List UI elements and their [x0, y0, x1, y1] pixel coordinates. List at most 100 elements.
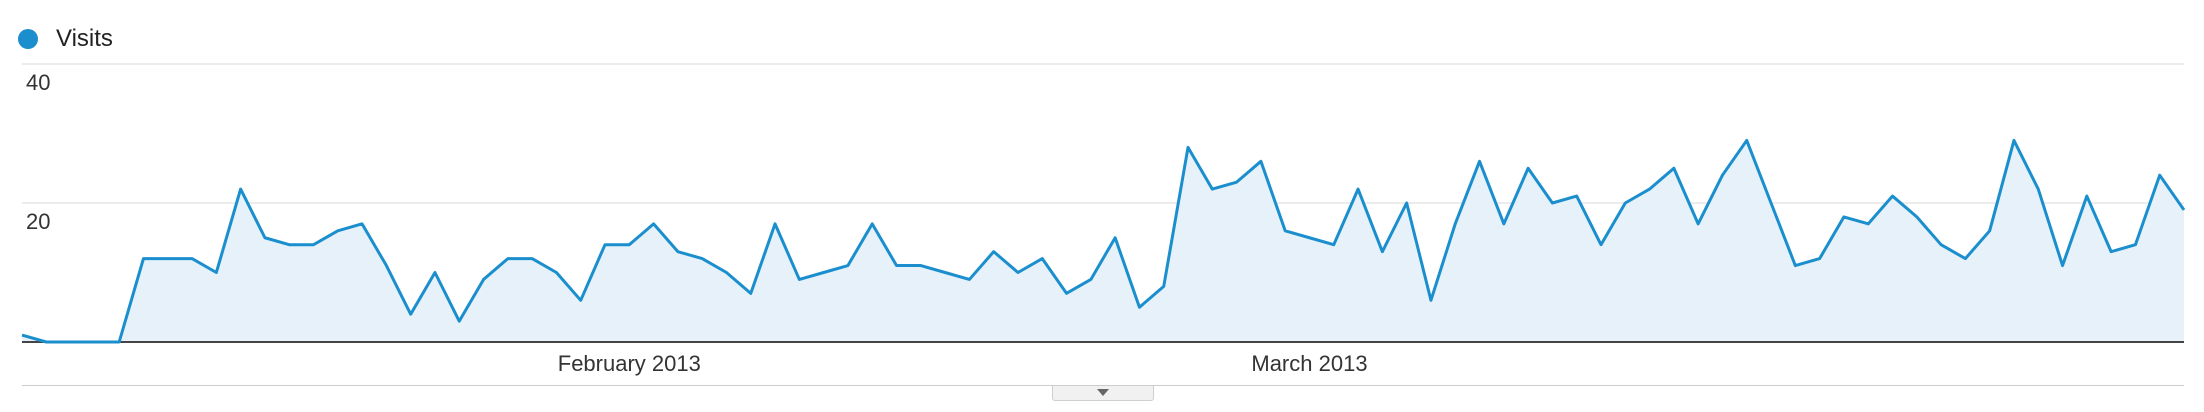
data-point[interactable]: 2013-03-26: 18 [1911, 211, 1923, 223]
data-point[interactable]: 2013-04-05: 24 [2154, 169, 2166, 181]
data-point[interactable]: 2013-03-27: 14 [1935, 239, 1947, 251]
data-point[interactable]: 2013-03-24: 17 [1862, 218, 1874, 230]
data-point[interactable]: 2013-02-03: 13 [672, 246, 684, 258]
data-point[interactable]: 2013-03-08: 26 [1474, 155, 1486, 167]
data-point[interactable]: 2013-03-02: 14 [1328, 239, 1340, 251]
data-point[interactable]: 2013-03-04: 13 [1376, 246, 1388, 258]
data-point[interactable]: 2013-01-18: 14 [283, 239, 295, 251]
data-point[interactable]: 2013-03-05: 20 [1401, 197, 1413, 209]
data-point[interactable]: 2013-02-15: 9 [963, 273, 975, 285]
data-point[interactable]: 2013-01-22: 11 [380, 260, 392, 272]
data-point[interactable]: 2013-02-22: 5 [1133, 301, 1145, 313]
data-point[interactable]: 2013-02-19: 7 [1061, 287, 1073, 299]
data-point[interactable]: 2013-03-06: 6 [1425, 294, 1437, 306]
data-point[interactable]: 2013-03-07: 17 [1449, 218, 1461, 230]
data-point[interactable]: 2013-02-20: 9 [1085, 273, 1097, 285]
data-point[interactable]: 2013-01-31: 14 [599, 239, 611, 251]
series-line-layer: 2013-01-07: 1 2013-01-08: 0 2013-01-09: 0 2… [16, 134, 2190, 348]
data-point[interactable]: 2013-03-28: 12 [1959, 253, 1971, 265]
data-point[interactable]: 2013-02-23: 8 [1158, 280, 1170, 292]
data-point[interactable]: 2013-03-09: 17 [1498, 218, 1510, 230]
data-point[interactable]: 2013-03-23: 18 [1838, 211, 1850, 223]
data-point[interactable]: 2013-04-02: 21 [2081, 190, 2093, 202]
data-point[interactable]: 2013-02-12: 11 [891, 260, 903, 272]
data-point[interactable]: 2013-03-18: 24 [1716, 169, 1728, 181]
data-point[interactable]: 2013-02-13: 11 [915, 260, 927, 272]
chart-bottom-rule [22, 385, 2184, 386]
data-point[interactable]: 2013-01-08: 0 [40, 336, 52, 348]
data-point[interactable]: 2013-01-25: 3 [453, 315, 465, 327]
data-point[interactable]: 2013-04-04: 14 [2129, 239, 2141, 251]
data-point[interactable]: 2013-02-17: 10 [1012, 267, 1024, 279]
y-tick-label-20: 20 [26, 209, 51, 234]
data-point[interactable]: 2013-03-13: 14 [1595, 239, 1607, 251]
data-point[interactable]: 2013-03-22: 12 [1814, 253, 1826, 265]
data-point[interactable]: 2013-02-24: 28 [1182, 141, 1194, 153]
data-point[interactable]: 2013-01-14: 12 [186, 253, 198, 265]
data-point[interactable]: 2013-01-09: 0 [65, 336, 77, 348]
data-point[interactable]: 2013-03-20: 20 [1765, 197, 1777, 209]
data-point[interactable]: 2013-01-29: 10 [550, 267, 562, 279]
data-point[interactable]: 2013-02-04: 12 [696, 253, 708, 265]
data-point[interactable]: 2013-01-07: 1 [16, 329, 28, 341]
data-point[interactable]: 2013-02-18: 12 [1036, 253, 1048, 265]
data-point[interactable]: 2013-03-21: 11 [1789, 260, 1801, 272]
data-point[interactable]: 2013-02-21: 15 [1109, 232, 1121, 244]
data-point[interactable]: 2013-04-06: 19 [2178, 204, 2190, 216]
data-point[interactable]: 2013-03-25: 21 [1886, 190, 1898, 202]
area-fill-layer [22, 140, 2184, 343]
data-point[interactable]: 2013-03-01: 15 [1303, 232, 1315, 244]
data-point[interactable]: 2013-01-26: 9 [478, 273, 490, 285]
chevron-down-icon [1097, 389, 1109, 396]
data-point[interactable]: 2013-02-28: 16 [1279, 225, 1291, 237]
data-point[interactable]: 2013-01-24: 10 [429, 267, 441, 279]
data-point[interactable]: 2013-03-17: 17 [1692, 218, 1704, 230]
data-point[interactable]: 2013-03-31: 22 [2032, 183, 2044, 195]
data-point[interactable]: 2013-04-01: 11 [2057, 260, 2069, 272]
data-point[interactable]: 2013-02-16: 13 [988, 246, 1000, 258]
data-point[interactable]: 2013-02-10: 11 [842, 260, 854, 272]
data-point[interactable]: 2013-01-23: 4 [405, 308, 417, 320]
data-point[interactable]: 2013-02-09: 10 [818, 267, 830, 279]
data-point[interactable]: 2013-02-02: 17 [648, 218, 660, 230]
data-point[interactable]: 2013-03-10: 25 [1522, 162, 1534, 174]
data-point[interactable]: 2013-01-27: 12 [502, 253, 514, 265]
data-point[interactable]: 2013-02-06: 7 [745, 287, 757, 299]
data-point[interactable]: 2013-01-15: 10 [210, 267, 222, 279]
data-point[interactable]: 2013-01-10: 0 [89, 336, 101, 348]
data-point[interactable]: 2013-01-30: 6 [575, 294, 587, 306]
data-point[interactable]: 2013-01-28: 12 [526, 253, 538, 265]
data-point[interactable]: 2013-01-13: 12 [162, 253, 174, 265]
data-point[interactable]: 2013-02-25: 22 [1206, 183, 1218, 195]
data-point[interactable]: 2013-04-03: 13 [2105, 246, 2117, 258]
data-point[interactable]: 2013-01-19: 14 [308, 239, 320, 251]
data-point[interactable]: 2013-01-16: 22 [235, 183, 247, 195]
data-point[interactable]: 2013-02-05: 10 [720, 267, 732, 279]
data-point[interactable]: 2013-03-15: 22 [1644, 183, 1656, 195]
data-point[interactable]: 2013-02-14: 10 [939, 267, 951, 279]
data-point[interactable]: 2013-02-07: 17 [769, 218, 781, 230]
data-point[interactable]: 2013-02-27: 26 [1255, 155, 1267, 167]
data-point[interactable]: 2013-03-29: 16 [1984, 225, 1996, 237]
expand-chart-toggle[interactable] [1052, 386, 1154, 401]
legend-label-visits: Visits [56, 25, 113, 52]
data-point[interactable]: 2013-03-19: 29 [1741, 134, 1753, 146]
x-tick-label: March 2013 [1251, 351, 1368, 376]
data-point[interactable]: 2013-02-08: 9 [793, 273, 805, 285]
y-tick-label-40: 40 [26, 70, 51, 95]
data-point[interactable]: 2013-03-12: 21 [1571, 190, 1583, 202]
data-point[interactable]: 2013-01-20: 16 [332, 225, 344, 237]
data-point[interactable]: 2013-03-03: 22 [1352, 183, 1364, 195]
data-point[interactable]: 2013-03-11: 20 [1546, 197, 1558, 209]
data-point[interactable]: 2013-01-17: 15 [259, 232, 271, 244]
data-point[interactable]: 2013-01-12: 12 [137, 253, 149, 265]
data-point[interactable]: 2013-02-01: 14 [623, 239, 635, 251]
data-point[interactable]: 2013-01-11: 0 [113, 336, 125, 348]
data-point[interactable]: 2013-03-14: 20 [1619, 197, 1631, 209]
data-point[interactable]: 2013-02-26: 23 [1231, 176, 1243, 188]
data-point[interactable]: 2013-03-30: 29 [2008, 134, 2020, 146]
data-point[interactable]: 2013-03-16: 25 [1668, 162, 1680, 174]
data-point[interactable]: 2013-01-21: 17 [356, 218, 368, 230]
data-point[interactable]: 2013-02-11: 17 [866, 218, 878, 230]
